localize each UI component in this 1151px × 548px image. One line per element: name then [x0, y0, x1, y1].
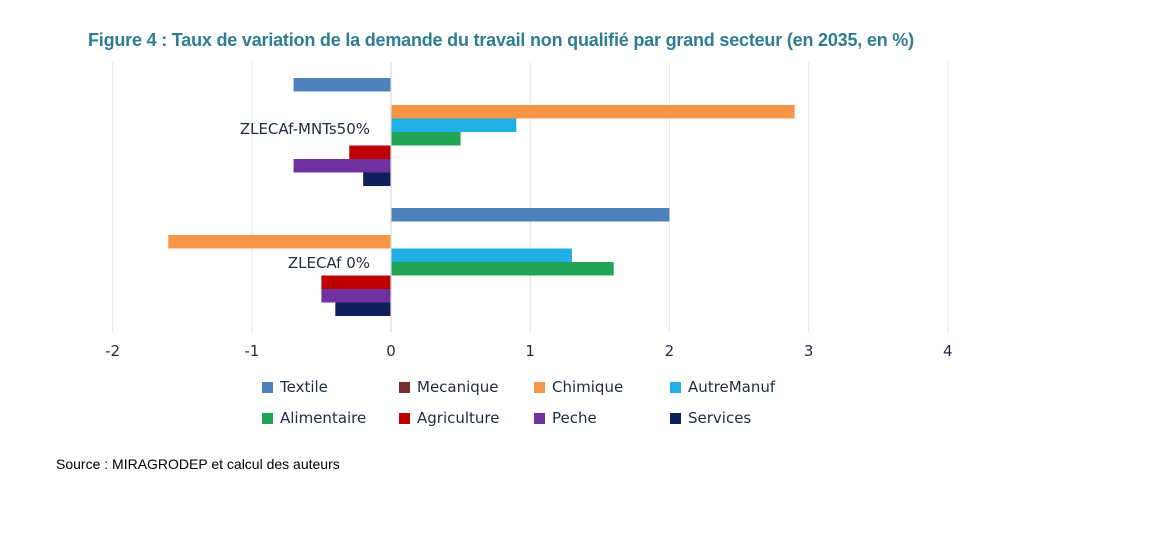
x-tick-label: -2	[105, 342, 120, 360]
x-tick-label: -1	[244, 342, 259, 360]
legend-item-services: Services	[670, 409, 751, 427]
x-tick-label: 3	[804, 342, 814, 360]
legend-swatch	[399, 413, 410, 424]
legend-item-alimentaire: Alimentaire	[262, 409, 366, 427]
bar-zlecaf-0-autremanuf	[391, 248, 572, 262]
legend-swatch	[670, 382, 681, 393]
x-tick-label: 1	[525, 342, 535, 360]
legend-label: Mecanique	[417, 378, 499, 396]
legend-label: Chimique	[552, 378, 623, 396]
legend-item-mecanique: Mecanique	[399, 378, 499, 396]
bar-zlecaf-mnts50-textile	[293, 78, 391, 92]
legend-swatch	[262, 413, 273, 424]
bar-zlecaf-0-alimentaire	[391, 262, 614, 276]
legend-swatch	[262, 382, 273, 393]
x-tick-label: 4	[943, 342, 953, 360]
gridlines	[112, 62, 949, 332]
bar-zlecaf-mnts50-peche	[293, 159, 391, 173]
legend-swatch	[670, 413, 681, 424]
legend-label: Services	[688, 409, 751, 427]
bars	[168, 78, 795, 316]
bar-zlecaf-mnts50-services	[363, 172, 391, 186]
source-note: Source : MIRAGRODEP et calcul des auteur…	[56, 456, 340, 472]
bar-zlecaf-0-textile	[391, 208, 670, 222]
legend-item-peche: Peche	[534, 409, 597, 427]
legend-item-autremanuf: AutreManuf	[670, 378, 776, 396]
bar-zlecaf-0-peche	[321, 289, 391, 303]
bar-zlecaf-0-services	[335, 302, 391, 316]
legend-label: Agriculture	[417, 409, 500, 427]
bar-zlecaf-0-agriculture	[321, 275, 391, 289]
legend: Textile Mecanique Chimique AutreManuf Alimen…	[262, 378, 776, 427]
legend-item-agriculture: Agriculture	[399, 409, 500, 427]
x-tick-label: 0	[386, 342, 396, 360]
x-tick-label: 2	[665, 342, 675, 360]
legend-swatch	[534, 413, 545, 424]
value-axis: -2 -1 0 1 2 3 4	[105, 62, 953, 360]
bar-zlecaf-mnts50-autremanuf	[391, 118, 517, 132]
legend-swatch	[399, 382, 410, 393]
bar-zlecaf-0-chimique	[168, 235, 391, 249]
category-labels: ZLECAf-MNTs50% ZLECAf 0%	[240, 120, 370, 272]
figure-title: Figure 4 : Taux de variation de la deman…	[88, 30, 914, 50]
legend-label: AutreManuf	[688, 378, 776, 396]
legend-label: Textile	[279, 378, 328, 396]
bar-zlecaf-mnts50-agriculture	[349, 145, 391, 159]
category-label: ZLECAf-MNTs50%	[240, 120, 370, 138]
category-label: ZLECAf 0%	[288, 254, 370, 272]
legend-swatch	[534, 382, 545, 393]
legend-label: Peche	[552, 409, 597, 427]
legend-item-chimique: Chimique	[534, 378, 623, 396]
bar-zlecaf-mnts50-chimique	[391, 105, 795, 119]
bar-chart: -2 -1 0 1 2 3 4 ZLECAf-MNTs50% ZLECAf 0% Textil…	[105, 62, 953, 427]
legend-item-textile: Textile	[262, 378, 328, 396]
bar-zlecaf-mnts50-alimentaire	[391, 132, 461, 146]
legend-label: Alimentaire	[280, 409, 366, 427]
